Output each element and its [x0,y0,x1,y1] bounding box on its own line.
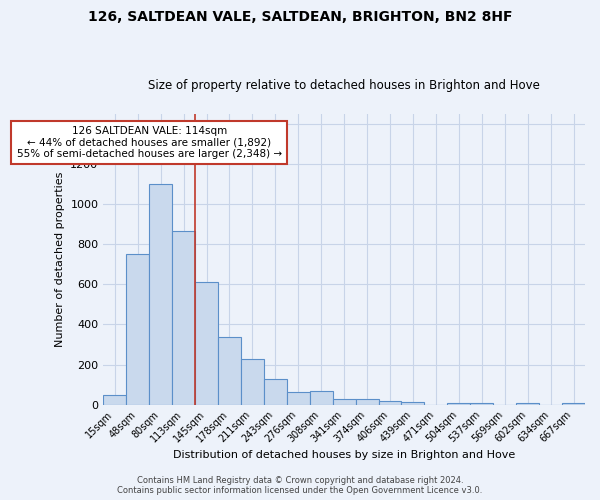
Bar [470,402,493,404]
Bar [448,402,470,404]
Y-axis label: Number of detached properties: Number of detached properties [55,172,65,347]
Bar [218,336,241,404]
Bar [103,395,126,404]
Text: Contains HM Land Registry data © Crown copyright and database right 2024.
Contai: Contains HM Land Registry data © Crown c… [118,476,482,495]
X-axis label: Distribution of detached houses by size in Brighton and Hove: Distribution of detached houses by size … [173,450,515,460]
Bar [356,400,379,404]
Bar [516,402,539,404]
Bar [172,232,195,404]
Bar [241,359,264,405]
Bar [264,378,287,404]
Title: Size of property relative to detached houses in Brighton and Hove: Size of property relative to detached ho… [148,79,540,92]
Bar [149,184,172,404]
Text: 126, SALTDEAN VALE, SALTDEAN, BRIGHTON, BN2 8HF: 126, SALTDEAN VALE, SALTDEAN, BRIGHTON, … [88,10,512,24]
Bar [287,392,310,404]
Bar [379,401,401,404]
Bar [401,402,424,404]
Bar [310,391,332,404]
Bar [126,254,149,404]
Bar [332,399,356,404]
Text: 126 SALTDEAN VALE: 114sqm
← 44% of detached houses are smaller (1,892)
55% of se: 126 SALTDEAN VALE: 114sqm ← 44% of detac… [17,126,282,159]
Bar [195,282,218,405]
Bar [562,402,585,404]
